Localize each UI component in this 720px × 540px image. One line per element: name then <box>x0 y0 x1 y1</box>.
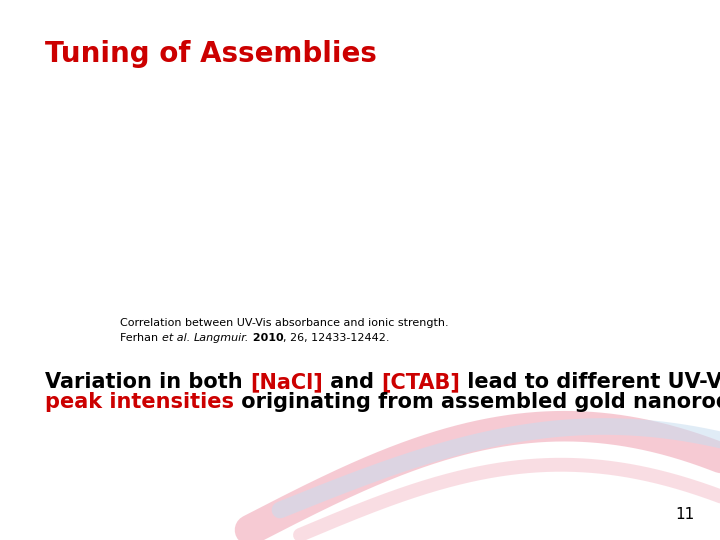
Text: and: and <box>323 372 381 392</box>
Text: Variation in both: Variation in both <box>45 372 250 392</box>
Text: 11: 11 <box>676 507 695 522</box>
Text: Correlation between UV-Vis absorbance and ionic strength.: Correlation between UV-Vis absorbance an… <box>120 318 449 328</box>
Text: peak intensities: peak intensities <box>45 392 234 412</box>
Text: , 26, 12433-12442.: , 26, 12433-12442. <box>284 333 390 343</box>
Text: 2010: 2010 <box>248 333 284 343</box>
Text: originating from assembled gold nanorods.: originating from assembled gold nanorods… <box>234 392 720 412</box>
Text: lead to different UV-Vis: lead to different UV-Vis <box>460 372 720 392</box>
Text: et al.: et al. <box>161 333 190 343</box>
Text: [CTAB]: [CTAB] <box>381 372 460 392</box>
Text: Ferhan: Ferhan <box>120 333 161 343</box>
Text: [NaCl]: [NaCl] <box>250 372 323 392</box>
Text: Langmuir.: Langmuir. <box>194 333 248 343</box>
Text: Tuning of Assemblies: Tuning of Assemblies <box>45 40 377 68</box>
